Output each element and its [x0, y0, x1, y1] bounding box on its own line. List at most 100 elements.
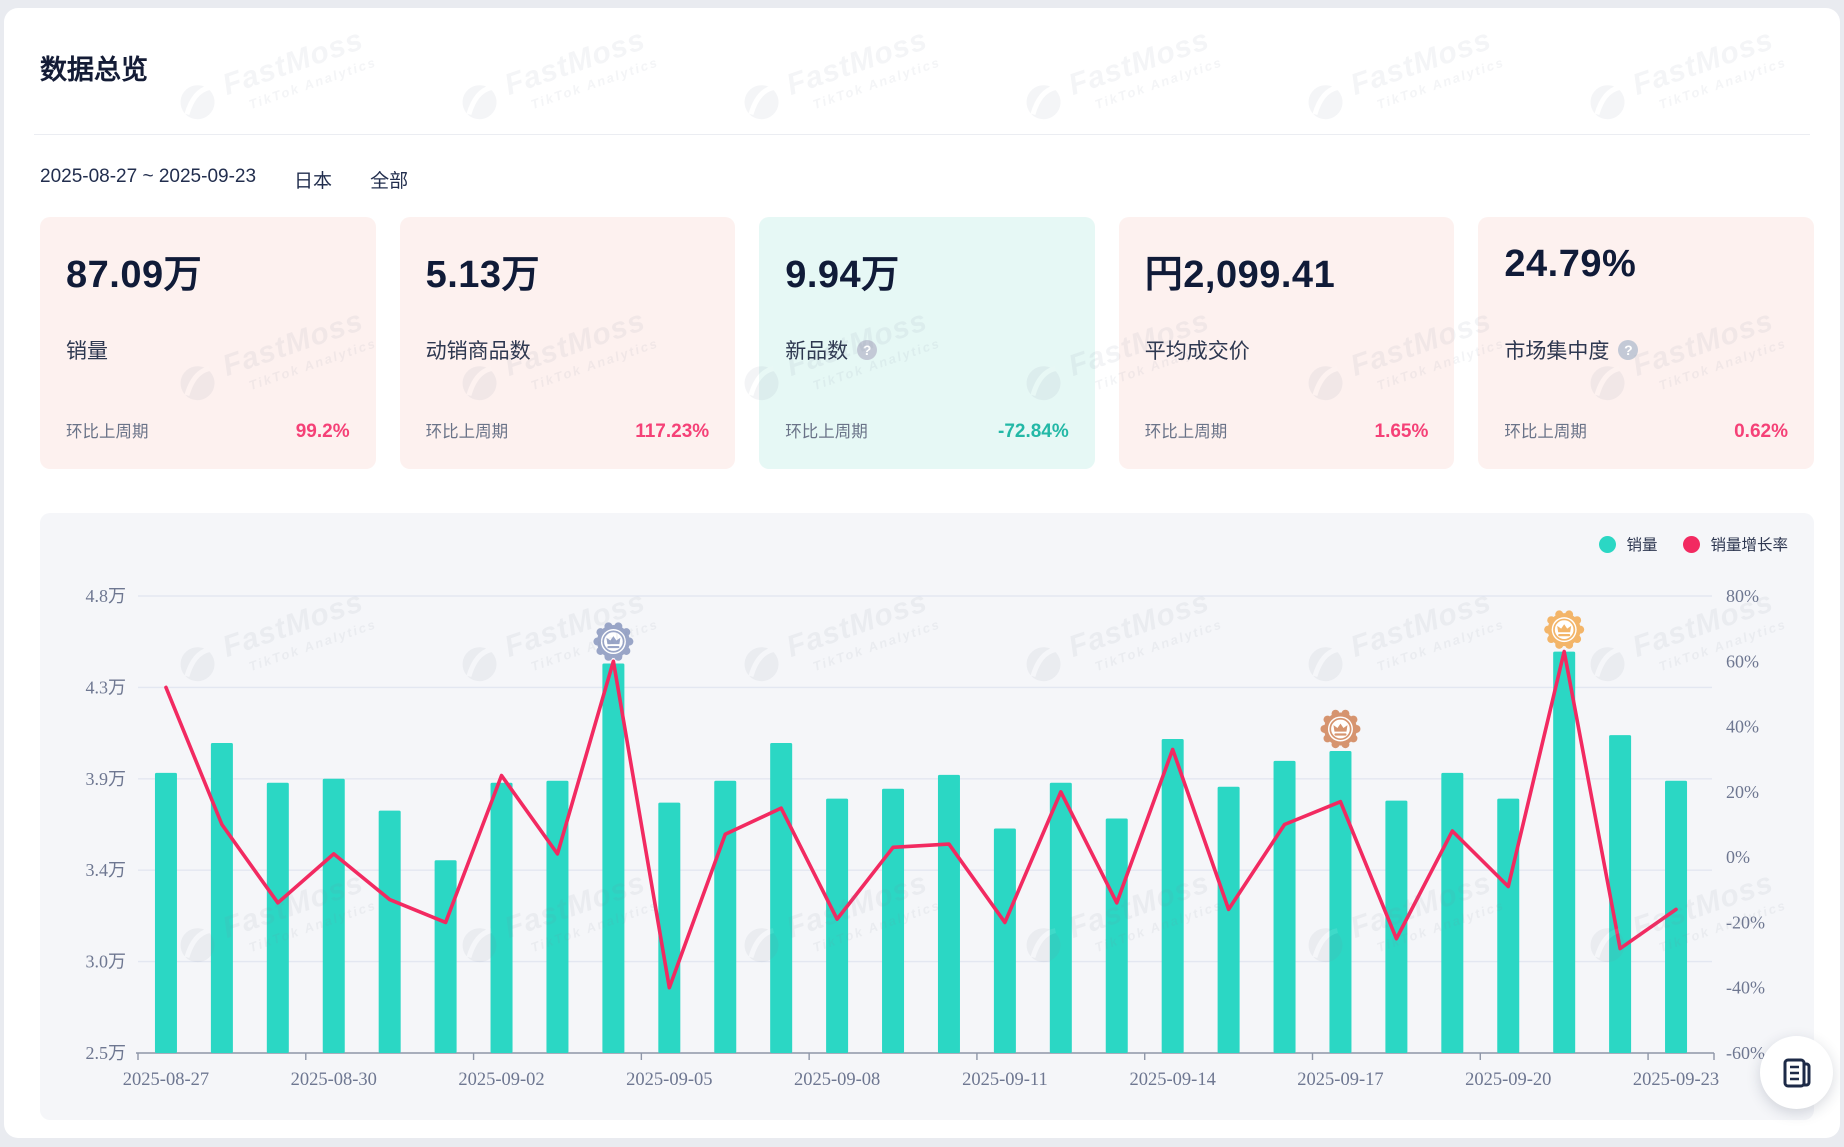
sales-bar[interactable]	[1273, 760, 1296, 1053]
compare-value: 99.2%	[295, 421, 350, 442]
x-axis-label: 2025-08-30	[291, 1070, 377, 1090]
y-axis-label-right: -40%	[1726, 978, 1765, 998]
stat-card-active-products: 5.13万 动销商品数 环比上周期 117.23%	[399, 217, 736, 469]
sales-bar[interactable]	[490, 782, 513, 1053]
main-panel: FastMoss TikTok Analytics FastMoss TikTok A…	[4, 8, 1840, 1138]
sales-bar[interactable]	[937, 774, 960, 1053]
sales-bar[interactable]	[1441, 772, 1464, 1053]
sales-bar[interactable]	[378, 810, 401, 1053]
legend-item-growth-rate[interactable]: 销量增长率	[1683, 533, 1788, 555]
stat-label: 市场集中度	[1504, 340, 1610, 363]
scope-filter: 全部	[370, 171, 409, 192]
y-axis-label-left: 4.8万	[86, 586, 127, 606]
y-axis-label-right: 40%	[1726, 717, 1759, 737]
legend-item-sales[interactable]: 销量	[1599, 533, 1657, 555]
page-title: 数据总览	[40, 55, 148, 85]
legend-label-growth-rate: 销量增长率	[1710, 537, 1788, 554]
sales-bar[interactable]	[434, 860, 457, 1053]
compare-label: 环比上周期	[785, 423, 868, 441]
sales-bar[interactable]	[770, 743, 793, 1053]
report-icon	[1783, 1058, 1810, 1087]
sales-bar[interactable]	[1329, 750, 1352, 1053]
compare-label: 环比上周期	[425, 423, 509, 441]
rank-badge-first	[1544, 610, 1585, 649]
stat-label: 新品数	[785, 340, 849, 363]
compare-label: 环比上周期	[66, 423, 149, 441]
sales-bar[interactable]	[322, 778, 345, 1053]
fastmoss-logo-icon	[1298, 74, 1356, 135]
stat-value: 円2,099.41	[1144, 254, 1336, 296]
sales-bar[interactable]	[1161, 739, 1184, 1053]
stat-value: 24.79%	[1504, 243, 1637, 285]
sales-bar[interactable]	[658, 802, 681, 1053]
sales-bar[interactable]	[210, 743, 233, 1053]
compare-value: -72.84%	[998, 421, 1069, 442]
x-axis-label: 2025-09-02	[458, 1070, 544, 1090]
y-axis-label-left: 3.0万	[86, 952, 127, 972]
filter-summary-row: 2025-08-27 ~ 2025-09-23 日本 全部	[40, 166, 408, 193]
sales-bar[interactable]	[266, 782, 289, 1053]
sales-bar[interactable]	[1049, 782, 1072, 1053]
growth-rate-line[interactable]	[164, 649, 1678, 990]
region-filter: 日本	[294, 171, 333, 192]
report-fab-button[interactable]	[1760, 1036, 1833, 1109]
chart-plot-area[interactable]: 4.8万 4.3万 3.9万 3.4万 3.0万 2.5万 80% 60% 40% 20% 0% -2…	[40, 513, 1814, 1120]
sales-bar[interactable]	[1497, 798, 1520, 1053]
date-range: 2025-08-27 ~ 2025-09-23	[40, 166, 257, 187]
sales-bar[interactable]	[1105, 818, 1128, 1053]
sales-bar[interactable]	[1665, 780, 1688, 1053]
compare-label: 环比上周期	[1144, 423, 1228, 441]
y-axis-label-left: 4.3万	[86, 677, 127, 697]
legend-dot-sales	[1599, 535, 1617, 553]
stat-value: 5.13万	[425, 254, 541, 296]
sales-bar[interactable]	[826, 798, 849, 1053]
fastmoss-logo-icon	[452, 74, 510, 135]
sales-bar[interactable]	[1609, 735, 1632, 1053]
y-axis-label-right: -60%	[1726, 1043, 1765, 1063]
fastmoss-logo-icon	[734, 74, 792, 135]
sales-bar[interactable]	[602, 663, 625, 1053]
stat-card-avg-price: 円2,099.41 平均成交价 环比上周期 1.65%	[1118, 217, 1455, 469]
x-axis-label: 2025-09-08	[794, 1070, 880, 1090]
legend-label-sales: 销量	[1626, 537, 1658, 554]
x-axis-label: 2025-09-17	[1297, 1070, 1383, 1090]
help-icon[interactable]: ?	[1618, 340, 1639, 360]
compare-value: 0.62%	[1734, 421, 1788, 442]
sales-bar[interactable]	[154, 772, 177, 1053]
legend-dot-growth-rate	[1683, 535, 1701, 553]
sales-bar[interactable]	[714, 780, 737, 1053]
fastmoss-logo-icon	[170, 74, 228, 135]
sales-bar[interactable]	[993, 828, 1016, 1053]
stat-label: 平均成交价	[1144, 340, 1250, 363]
help-icon[interactable]: ?	[857, 340, 878, 360]
y-axis-label-left: 2.5万	[86, 1043, 127, 1063]
sales-trend-chart: 销量 销量增长率 4.8万 4.3万 3.9万 3.4万 3.0万 2.5万 80% 60% 4…	[40, 513, 1814, 1120]
sales-bar[interactable]	[882, 788, 905, 1053]
sales-bar[interactable]	[1553, 651, 1576, 1053]
y-axis-label-left: 3.9万	[86, 769, 127, 789]
y-axis-label-right: -20%	[1726, 912, 1765, 932]
sales-bar[interactable]	[1217, 786, 1240, 1053]
stat-value: 9.94万	[785, 254, 900, 296]
x-axis-label: 2025-09-05	[626, 1070, 712, 1090]
x-axis-label: 2025-09-11	[962, 1070, 1048, 1090]
stat-cards: 87.09万 销量 环比上周期 99.2% 5.13万 动销商品数 环比上周期 …	[40, 217, 1814, 469]
stat-card-market-concentration: 24.79% 市场集中度 ? 环比上周期 0.62%	[1478, 217, 1814, 469]
x-axis-label: 2025-09-14	[1130, 1070, 1216, 1090]
sales-bar[interactable]	[1385, 800, 1408, 1053]
stat-value: 87.09万	[66, 254, 203, 296]
y-axis-label-right: 20%	[1726, 782, 1759, 802]
stat-card-new-products: 9.94万 新品数 ? 环比上周期 -72.84%	[759, 217, 1095, 469]
x-axis-label: 2025-08-27	[123, 1070, 209, 1090]
chart-legend: 销量 销量增长率	[1599, 533, 1788, 555]
header-divider	[34, 134, 1810, 135]
stat-label: 动销商品数	[425, 340, 531, 363]
fastmoss-logo-icon	[1580, 74, 1638, 135]
compare-label: 环比上周期	[1504, 423, 1587, 441]
